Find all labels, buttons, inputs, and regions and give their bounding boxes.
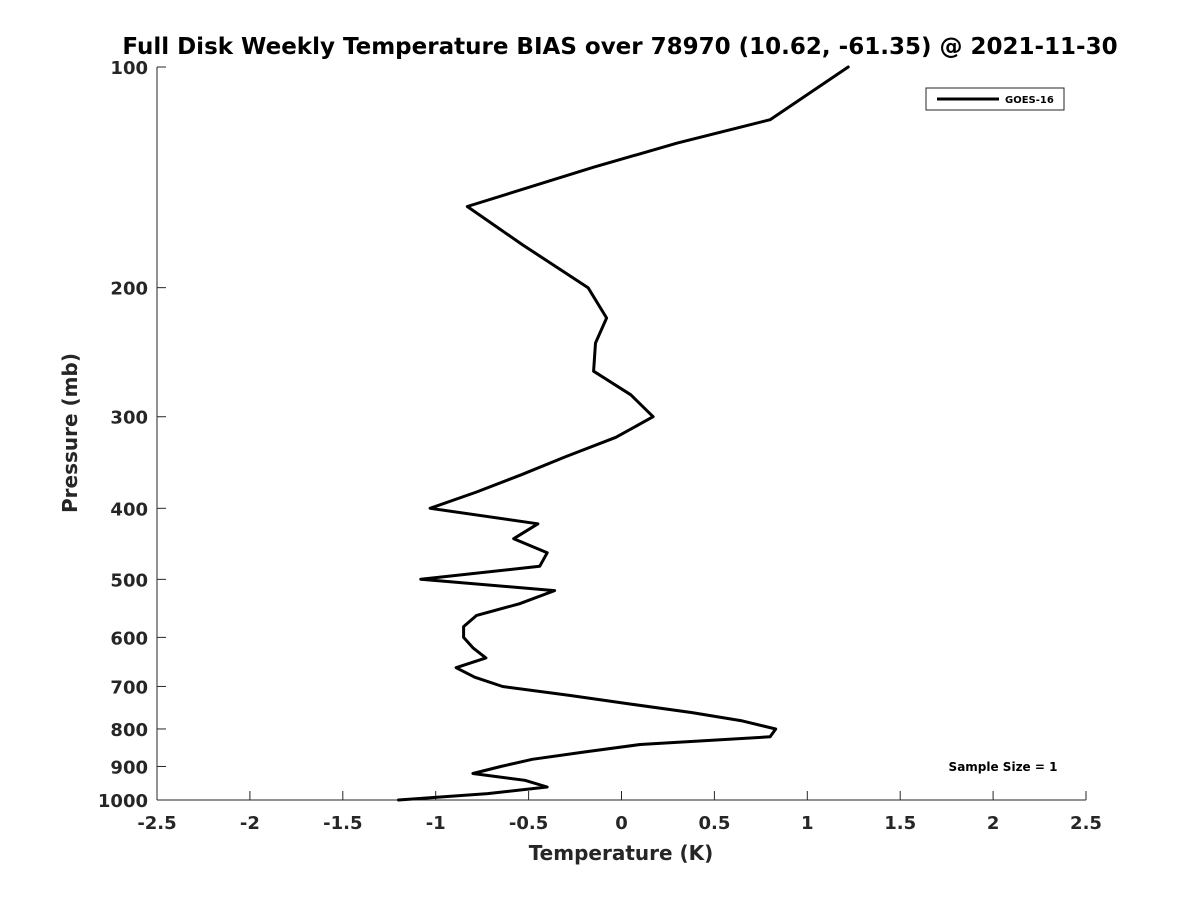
x-tick-label: -0.5: [509, 813, 548, 834]
y-tick-label: 900: [110, 757, 148, 778]
legend-entry-goes-16: GOES-16: [1005, 95, 1054, 106]
y-tick-label: 200: [110, 279, 148, 300]
x-tick-label: -2.5: [137, 813, 176, 834]
x-tick-label: 1.5: [884, 813, 916, 834]
x-axis-ticks: -2.5 -2 -1.5 -1 -0.5 0 0.5 1 1.5 2 2.5: [137, 791, 1102, 834]
x-tick-label: 0: [615, 813, 628, 834]
x-tick-label: -1: [426, 813, 446, 834]
x-tick-label: -2: [240, 813, 260, 834]
y-tick-label: 700: [110, 677, 148, 698]
y-axis-label: Pressure (mb): [58, 353, 82, 513]
x-tick-label: 2.5: [1070, 813, 1102, 834]
legend: GOES-16: [925, 87, 1065, 111]
y-tick-label: 800: [110, 720, 148, 741]
series-line-goes-16: [397, 65, 850, 802]
x-axis-label: Temperature (K): [529, 841, 714, 865]
series-group: [397, 65, 850, 802]
x-tick-label: -1.5: [323, 813, 362, 834]
x-tick-label: 0.5: [698, 813, 730, 834]
y-tick-label: 100: [110, 58, 148, 79]
y-tick-label: 300: [110, 408, 148, 429]
y-tick-label: 600: [110, 628, 148, 649]
x-tick-label: 2: [987, 813, 1000, 834]
y-tick-label: 400: [110, 499, 148, 520]
sample-size-annotation: Sample Size = 1: [949, 760, 1058, 774]
x-tick-label: 1: [801, 813, 814, 834]
chart-title: Full Disk Weekly Temperature BIAS over 7…: [122, 34, 1117, 60]
y-tick-label: 500: [110, 570, 148, 591]
y-tick-label: 1000: [98, 791, 148, 812]
y-axis-ticks: 100 200 300 400 500 600 700 800 900 1000: [98, 58, 166, 812]
